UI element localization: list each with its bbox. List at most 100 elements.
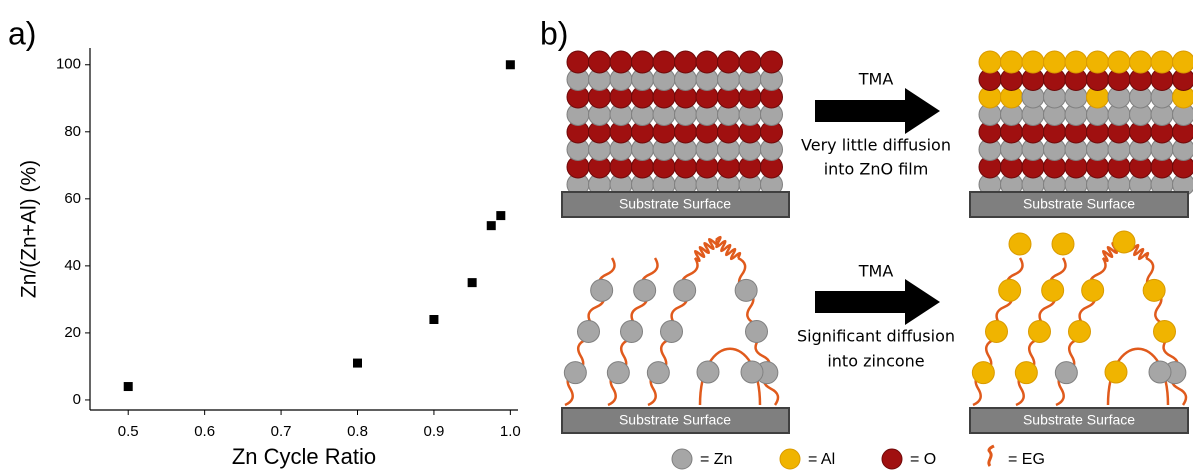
o-atom: [588, 50, 611, 74]
zn-atom: [606, 361, 630, 385]
o-atom: [738, 50, 762, 74]
zn-atom: [734, 278, 758, 302]
zn-atom: [740, 360, 764, 384]
o-atom: [566, 50, 590, 74]
al-atom: [1086, 50, 1109, 74]
x-tick-label: 0.6: [194, 423, 215, 440]
o-atom: [609, 50, 633, 74]
al-atom: [1014, 361, 1038, 385]
caption: Very little diffusion: [801, 136, 951, 155]
y-tick-label: 0: [73, 391, 81, 408]
point: [496, 211, 506, 221]
al-atom: [985, 320, 1008, 343]
al-atom: [1051, 232, 1075, 256]
point: [467, 278, 477, 288]
eg-chain: [715, 235, 742, 261]
y-tick-label: 20: [64, 324, 81, 341]
panel-label: a): [8, 15, 36, 51]
o-atom: [760, 50, 783, 74]
caption: into zincone: [827, 352, 924, 371]
point: [353, 358, 362, 368]
substrate: [561, 407, 790, 434]
legend-symbol: [881, 448, 903, 470]
y-tick-label: 80: [64, 123, 81, 140]
al-atom: [998, 278, 1022, 302]
al-atom: [1112, 230, 1136, 254]
zn-atom: [577, 320, 600, 343]
caption: Significant diffusion: [797, 327, 955, 346]
caption: into ZnO film: [824, 160, 929, 179]
legend-label: = EG: [1008, 451, 1045, 468]
al-atom: [978, 50, 1002, 74]
o-atom: [652, 50, 676, 74]
al-atom: [1000, 50, 1023, 74]
diagram: [563, 50, 1193, 407]
al-atom: [971, 361, 995, 385]
point: [123, 382, 133, 392]
arrow-label: TMA: [858, 70, 894, 89]
substrate: [969, 191, 1189, 218]
substrate-label: Substrate Surface: [1023, 196, 1135, 212]
point: [486, 221, 496, 231]
y-tick-label: 60: [64, 190, 81, 207]
o-atom: [717, 50, 740, 74]
al-atom: [1064, 50, 1088, 74]
point: [505, 60, 515, 70]
substrate: [969, 407, 1189, 434]
x-tick-label: 1.0: [500, 423, 521, 440]
al-atom: [1008, 232, 1032, 256]
x-tick-label: 0.8: [347, 423, 368, 440]
eg-chain: [693, 237, 720, 263]
arrow: [815, 279, 940, 325]
x-tick-label: 0.5: [118, 423, 139, 440]
al-atom: [1104, 360, 1128, 384]
legend-symbol: [779, 448, 801, 470]
legend-symbol: [987, 444, 995, 467]
al-atom: [1081, 278, 1105, 302]
o-atom: [631, 50, 654, 74]
arrow: [815, 88, 940, 134]
point: [429, 315, 439, 324]
substrate-label: Substrate Surface: [1023, 412, 1135, 428]
zn-atom: [563, 361, 587, 385]
legend-label: = Al: [808, 451, 835, 468]
zn-atom: [673, 278, 697, 302]
zn-atom: [590, 278, 614, 302]
al-atom: [1172, 50, 1193, 74]
al-atom: [1129, 50, 1152, 74]
zn-atom: [620, 320, 643, 343]
o-atom: [674, 50, 697, 74]
al-atom: [1150, 50, 1174, 74]
zn-atom: [1148, 360, 1172, 384]
al-atom: [1107, 50, 1131, 74]
substrate: [561, 191, 790, 218]
zn-atom: [696, 360, 720, 384]
y-tick-label: 100: [56, 56, 81, 73]
zn-atom: [745, 320, 768, 343]
zn-atom: [660, 320, 683, 343]
zn-atom: [646, 361, 670, 385]
panel-label: b): [540, 15, 568, 51]
substrate-label: Substrate Surface: [619, 412, 731, 428]
al-atom: [1043, 50, 1066, 74]
legend-symbol: [671, 448, 693, 470]
zn-atom: [1054, 361, 1078, 385]
x-tick-label: 0.9: [423, 423, 444, 440]
arrow-label: TMA: [858, 262, 894, 281]
zn-atom: [633, 278, 657, 302]
substrate-label: Substrate Surface: [619, 196, 731, 212]
al-atom: [1142, 278, 1166, 302]
al-atom: [1041, 278, 1065, 302]
y-axis-label: Zn/(Zn+Al) (%): [18, 160, 41, 298]
x-tick-label: 0.7: [271, 423, 292, 440]
al-atom: [1028, 320, 1051, 343]
y-tick-label: 40: [64, 257, 81, 274]
al-atom: [1068, 320, 1091, 343]
al-atom: [1153, 320, 1176, 343]
legend-label: = O: [910, 451, 936, 468]
legend-label: = Zn: [700, 451, 732, 468]
x-axis-label: Zn Cycle Ratio: [232, 444, 376, 469]
al-atom: [1021, 50, 1045, 74]
o-atom: [695, 50, 719, 74]
